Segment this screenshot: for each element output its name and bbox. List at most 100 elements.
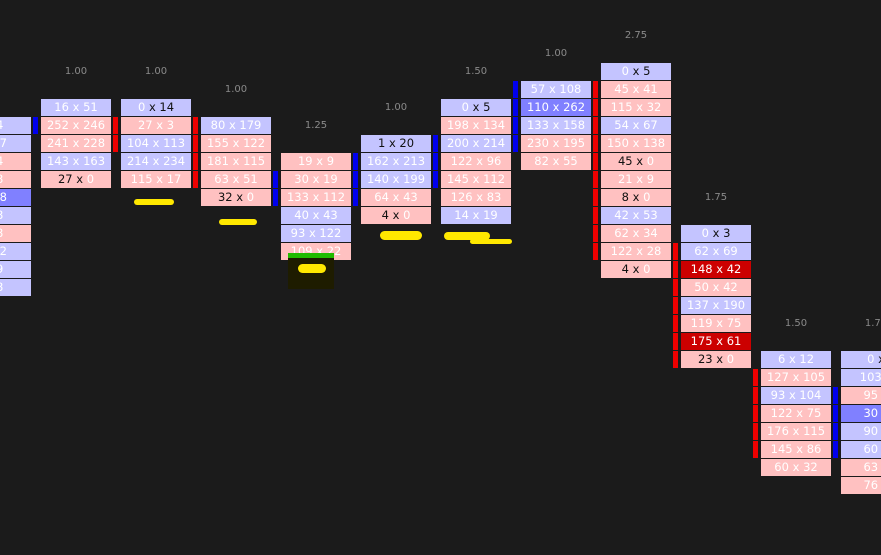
footprint-cell: 62 x 34 <box>601 225 671 242</box>
bid-volume: 122 <box>450 154 473 168</box>
ask-volume: 9 <box>326 154 335 168</box>
ask-volume: 0 <box>646 154 655 168</box>
bid-volume: 176 <box>766 424 789 438</box>
footprint-cell: 214 x 234 <box>121 153 191 170</box>
sell-imbalance-bar <box>753 405 758 422</box>
separator: x <box>72 100 80 114</box>
separator: x <box>632 64 640 78</box>
bid-volume: 143 <box>46 154 69 168</box>
ask-volume: 75 <box>806 406 822 420</box>
column-volume-label: 1.75 <box>704 192 728 203</box>
footprint-cell: 93 x 104 <box>761 387 831 404</box>
bid-volume: 110 <box>526 100 549 114</box>
footprint-cell: 8 x 0 <box>601 189 671 206</box>
bid-volume: 0 <box>137 100 146 114</box>
sell-imbalance-bar <box>753 387 758 404</box>
column-volume-label: 1.00 <box>64 66 88 77</box>
separator: x <box>228 118 236 132</box>
separator: x <box>632 136 640 150</box>
ask-volume: 0 <box>403 208 411 222</box>
bid-volume: 230 <box>526 136 549 150</box>
separator: x <box>316 244 324 258</box>
ask-volume: 42 <box>726 262 742 276</box>
footprint-cell: 148 x 42 <box>681 261 751 278</box>
sell-imbalance-bar <box>673 279 678 296</box>
sell-imbalance-bar <box>593 207 598 224</box>
footprint-cell: 127 x 105 <box>761 369 831 386</box>
separator: x <box>388 136 396 150</box>
ask-volume: 0 <box>246 190 255 204</box>
footprint-cell: 145 x 112 <box>441 171 511 188</box>
ask-volume: 138 <box>643 136 666 150</box>
ask-volume: 64 <box>0 154 3 168</box>
footprint-cell: 115 x 32 <box>601 99 671 116</box>
footprint-cell: 30 x 19 <box>281 171 351 188</box>
separator: x <box>716 334 724 348</box>
separator: x <box>712 298 720 312</box>
footprint-cell: 237 <box>0 135 31 152</box>
bid-volume: 27 <box>57 172 73 186</box>
sell-imbalance-bar <box>193 171 198 188</box>
footprint-cell: 241 x 228 <box>41 135 111 152</box>
footprint-cell: 0 x 5 <box>601 63 671 80</box>
ask-volume: 237 <box>0 136 7 150</box>
separator: x <box>312 208 320 222</box>
ask-volume: 0 <box>643 262 651 276</box>
bid-volume: 150 <box>606 136 629 150</box>
separator: x <box>308 226 316 240</box>
footprint-cell: 176 x 115 <box>761 423 831 440</box>
sell-imbalance-bar <box>593 171 598 188</box>
ask-volume: 105 <box>803 370 826 384</box>
footprint-cell: 175 x 61 <box>681 333 751 350</box>
separator: x <box>392 172 400 186</box>
sell-imbalance-bar <box>593 243 598 260</box>
sell-imbalance-bar <box>673 315 678 332</box>
buy-imbalance-bar <box>273 171 278 188</box>
marker-scribble <box>470 239 512 244</box>
separator: x <box>632 190 640 204</box>
sell-imbalance-bar <box>593 117 598 134</box>
separator: x <box>72 154 80 168</box>
bid-volume: 133 <box>526 118 549 132</box>
bid-volume: 95 <box>863 388 879 402</box>
sell-imbalance-bar <box>673 297 678 314</box>
separator: x <box>552 118 560 132</box>
separator: x <box>796 442 804 456</box>
ask-volume: 17 <box>166 172 182 186</box>
footprint-cell: 4 x 0 <box>361 207 431 224</box>
bid-volume: 198 <box>446 118 469 132</box>
bid-volume: 14 <box>454 208 469 222</box>
separator: x <box>632 82 640 96</box>
ask-volume: 199 <box>403 172 426 186</box>
ask-volume: 190 <box>723 298 746 312</box>
footprint-cell: 30 x <box>841 405 881 422</box>
footprint-cell: 19 x 9 <box>281 153 351 170</box>
footprint-cell: 58 <box>0 207 31 224</box>
bid-volume: 27 <box>137 118 153 132</box>
bid-volume: 115 <box>610 100 633 114</box>
separator: x <box>552 136 560 150</box>
footprint-cell: 140 x 199 <box>361 171 431 188</box>
sell-imbalance-bar <box>593 153 598 170</box>
bid-volume: 252 <box>46 118 69 132</box>
footprint-cell: 0 x 14 <box>121 99 191 116</box>
footprint-cell: 40 x 43 <box>281 207 351 224</box>
separator: x <box>316 154 324 168</box>
buy-imbalance-bar <box>353 171 358 188</box>
footprint-cell: 103 x <box>841 369 881 386</box>
footprint-cell: 23 x 0 <box>681 351 751 368</box>
separator: x <box>472 136 480 150</box>
bid-volume: 103 <box>859 370 881 384</box>
bid-volume: 214 <box>126 154 149 168</box>
separator: x <box>476 190 484 204</box>
ask-volume: 69 <box>723 244 738 258</box>
sell-imbalance-bar <box>593 225 598 242</box>
separator: x <box>712 280 720 294</box>
buy-imbalance-bar <box>513 135 518 152</box>
bid-volume: 60 <box>863 442 879 456</box>
bid-volume: 155 <box>206 136 229 150</box>
ask-volume: 234 <box>163 154 186 168</box>
separator: x <box>712 226 720 240</box>
column-volume-label: 1.50 <box>784 318 808 329</box>
footprint-cell: 64 x 43 <box>361 189 431 206</box>
